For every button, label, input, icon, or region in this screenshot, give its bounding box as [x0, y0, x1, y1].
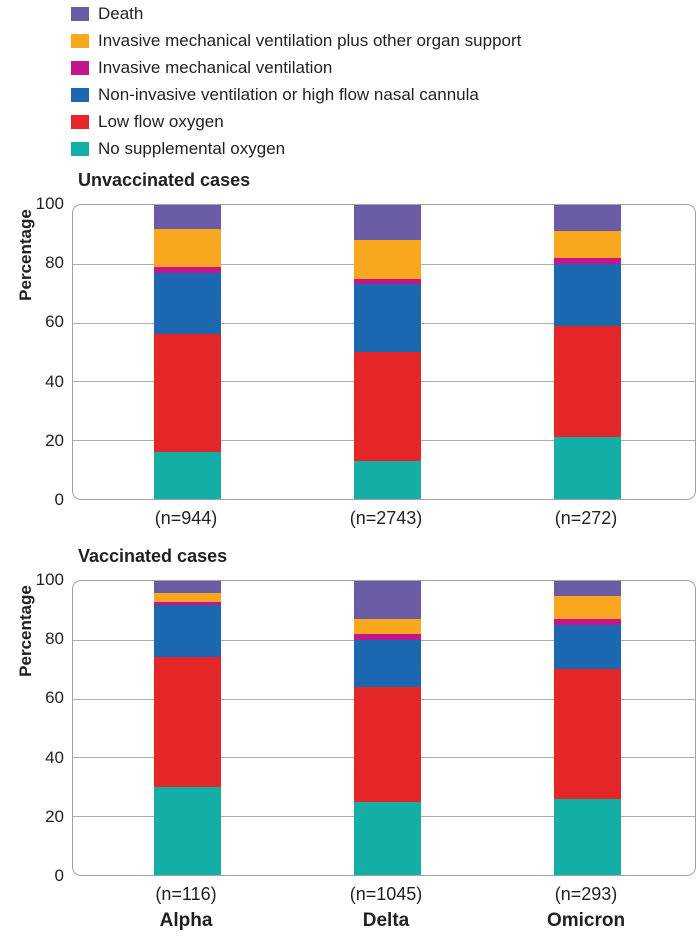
bar-segment: [354, 639, 421, 687]
legend-label: Low flow oxygen: [98, 112, 224, 131]
bar-segment: [354, 352, 421, 461]
legend-item-imv-plus-organ-support: Invasive mechanical ventilation plus oth…: [71, 27, 521, 54]
death-swatch-icon: [71, 6, 89, 21]
bar-segment: [154, 657, 221, 787]
bar-segment: [554, 325, 621, 438]
tick-0: 0: [54, 490, 64, 509]
bar-segment: [154, 228, 221, 267]
bar-segment: [554, 231, 621, 258]
bar-segment: [554, 619, 621, 626]
bar-omicron: [554, 581, 621, 875]
bar-segment: [154, 266, 221, 273]
bar-segment: [154, 451, 221, 499]
variant-label-delta: Delta: [362, 910, 410, 931]
bar-segment: [154, 334, 221, 452]
bar-segment: [554, 595, 621, 620]
tick-100: 100: [35, 570, 64, 589]
bar-segment: [154, 601, 221, 605]
bar-segment: [354, 619, 421, 634]
bar-segment: [554, 581, 621, 596]
legend-item-death: Death: [71, 0, 521, 27]
tick-80: 80: [45, 629, 64, 649]
n-label-alpha: (n=116): [155, 884, 217, 904]
legend-label: Invasive mechanical ventilation: [98, 58, 333, 77]
legend: Death Invasive mechanical ventilation pl…: [71, 0, 521, 162]
bar-segment: [554, 263, 621, 326]
legend-item-imv: Invasive mechanical ventilation: [71, 54, 521, 81]
tick-60: 60: [45, 312, 64, 332]
bar-segment: [154, 592, 221, 602]
legend-label: Death: [98, 4, 144, 23]
unvaccinated-chart: Unvaccinated cases Percentage 100 80 60 …: [0, 170, 700, 542]
bar-segment: [154, 272, 221, 335]
y-axis-ticks: 100 80 60 40 20 0: [0, 194, 64, 509]
legend-label: Invasive mechanical ventilation plus oth…: [98, 31, 522, 50]
bar-segment: [354, 633, 421, 640]
chart-title: Unvaccinated cases: [78, 170, 251, 190]
variant-label-alpha: Alpha: [159, 910, 213, 931]
sample-size-labels: (n=944) (n=2743) (n=272): [0, 508, 700, 532]
legend-label: Non-invasive ventilation or high flow na…: [98, 85, 479, 104]
bar-segment: [554, 437, 621, 499]
unvaccinated-plot-area: [72, 204, 696, 500]
bar-segment: [554, 625, 621, 670]
tick-100: 100: [35, 194, 64, 213]
vaccinated-chart: Vaccinated cases Percentage 100 80 60 40…: [0, 546, 700, 918]
tick-40: 40: [45, 747, 64, 767]
imv-plus-organ-support-swatch-icon: [71, 33, 89, 48]
bar-alpha: [154, 581, 221, 875]
n-label-omicron: (n=272): [554, 508, 618, 528]
bar-omicron: [554, 205, 621, 499]
bar-segment: [354, 284, 421, 353]
tick-60: 60: [45, 688, 64, 708]
bar-segment: [354, 205, 421, 241]
bar-alpha: [154, 205, 221, 499]
bar-delta: [354, 205, 421, 499]
n-label-delta: (n=1045): [349, 884, 423, 904]
legend-item-no-supplemental-oxygen: No supplemental oxygen: [71, 135, 521, 162]
bar-segment: [154, 205, 221, 229]
n-label-omicron: (n=293): [554, 884, 618, 904]
bar-segment: [354, 801, 421, 875]
vaccinated-plot-area: [72, 580, 696, 876]
tick-80: 80: [45, 253, 64, 273]
bar-segment: [354, 460, 421, 499]
bar-segment: [354, 581, 421, 620]
bar-delta: [354, 581, 421, 875]
bar-segment: [354, 240, 421, 279]
bar-segment: [354, 278, 421, 285]
tick-40: 40: [45, 371, 64, 391]
bar-segment: [554, 798, 621, 875]
n-label-delta: (n=2743): [349, 508, 423, 528]
tick-0: 0: [54, 866, 64, 885]
imv-swatch-icon: [71, 60, 89, 75]
sample-size-labels: (n=116) (n=1045) (n=293): [0, 884, 700, 908]
bar-segment: [554, 257, 621, 264]
tick-20: 20: [45, 806, 64, 826]
no-supplemental-oxygen-swatch-icon: [71, 141, 89, 156]
n-label-alpha: (n=944): [154, 508, 218, 528]
bar-segment: [554, 205, 621, 232]
y-axis-ticks: 100 80 60 40 20 0: [0, 570, 64, 885]
bar-segment: [354, 686, 421, 802]
bar-segment: [554, 669, 621, 799]
bar-segment: [154, 604, 221, 658]
low-flow-oxygen-swatch-icon: [71, 114, 89, 129]
legend-item-non-invasive-ventilation: Non-invasive ventilation or high flow na…: [71, 81, 521, 108]
legend-label: No supplemental oxygen: [98, 139, 286, 158]
tick-20: 20: [45, 430, 64, 450]
variant-label-omicron: Omicron: [546, 910, 626, 931]
bar-segment: [154, 786, 221, 875]
bar-segment: [154, 581, 221, 593]
variant-axis-labels: Alpha Delta Omicron: [0, 910, 700, 936]
legend-item-low-flow-oxygen: Low flow oxygen: [71, 108, 521, 135]
chart-title: Vaccinated cases: [78, 546, 228, 566]
non-invasive-ventilation-swatch-icon: [71, 87, 89, 102]
